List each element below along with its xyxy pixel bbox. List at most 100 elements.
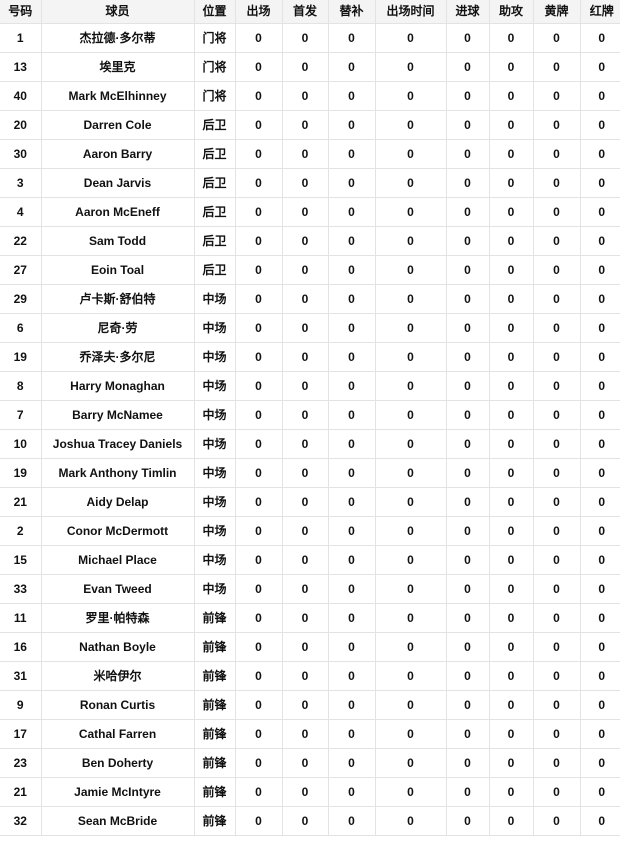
cell-player[interactable]: 尼奇·劳 xyxy=(41,313,195,343)
cell-player[interactable]: Dean Jarvis xyxy=(41,168,195,198)
cell-player[interactable]: 卢卡斯·舒伯特 xyxy=(41,284,195,314)
cell-player[interactable]: Michael Place xyxy=(41,545,195,575)
cell-apps: 0 xyxy=(235,197,283,227)
cell-player[interactable]: Cathal Farren xyxy=(41,719,195,749)
cell-position: 后卫 xyxy=(194,255,236,285)
table-row[interactable]: 20 Darren Cole 后卫 0 0 0 0 0 0 0 0 xyxy=(0,110,620,140)
cell-assists: 0 xyxy=(489,429,534,459)
cell-position: 中场 xyxy=(194,574,236,604)
table-row[interactable]: 3 Dean Jarvis 后卫 0 0 0 0 0 0 0 0 xyxy=(0,168,620,198)
column-header-subs[interactable]: 替补 xyxy=(328,0,376,24)
cell-player[interactable]: Conor McDermott xyxy=(41,516,195,546)
cell-apps: 0 xyxy=(235,719,283,749)
cell-position: 前锋 xyxy=(194,690,236,720)
cell-player[interactable]: Barry McNamee xyxy=(41,400,195,430)
cell-player[interactable]: Jamie McIntyre xyxy=(41,777,195,807)
cell-yellow: 0 xyxy=(533,806,581,836)
cell-player[interactable]: Ben Doherty xyxy=(41,748,195,778)
table-row[interactable]: 30 Aaron Barry 后卫 0 0 0 0 0 0 0 0 xyxy=(0,139,620,169)
table-row[interactable]: 1 杰拉德·多尔蒂 门将 0 0 0 0 0 0 0 0 xyxy=(0,23,620,53)
cell-apps: 0 xyxy=(235,806,283,836)
table-row[interactable]: 32 Sean McBride 前锋 0 0 0 0 0 0 0 0 xyxy=(0,806,620,836)
cell-minutes: 0 xyxy=(375,168,447,198)
cell-apps: 0 xyxy=(235,748,283,778)
cell-player[interactable]: Eoin Toal xyxy=(41,255,195,285)
cell-player[interactable]: Aaron Barry xyxy=(41,139,195,169)
cell-subs: 0 xyxy=(328,255,376,285)
cell-player[interactable]: 杰拉德·多尔蒂 xyxy=(41,23,195,53)
column-header-yellow[interactable]: 黄牌 xyxy=(533,0,581,24)
cell-assists: 0 xyxy=(489,719,534,749)
cell-number: 21 xyxy=(0,777,42,807)
cell-player[interactable]: Sam Todd xyxy=(41,226,195,256)
cell-position: 门将 xyxy=(194,81,236,111)
table-row[interactable]: 21 Jamie McIntyre 前锋 0 0 0 0 0 0 0 0 xyxy=(0,777,620,807)
cell-subs: 0 xyxy=(328,690,376,720)
cell-number: 7 xyxy=(0,400,42,430)
column-header-red[interactable]: 红牌 xyxy=(580,0,620,24)
table-row[interactable]: 4 Aaron McEneff 后卫 0 0 0 0 0 0 0 0 xyxy=(0,197,620,227)
table-row[interactable]: 16 Nathan Boyle 前锋 0 0 0 0 0 0 0 0 xyxy=(0,632,620,662)
cell-yellow: 0 xyxy=(533,313,581,343)
cell-minutes: 0 xyxy=(375,458,447,488)
table-row[interactable]: 22 Sam Todd 后卫 0 0 0 0 0 0 0 0 xyxy=(0,226,620,256)
table-row[interactable]: 10 Joshua Tracey Daniels 中场 0 0 0 0 0 0 0 0 xyxy=(0,429,620,459)
table-row[interactable]: 40 Mark McElhinney 门将 0 0 0 0 0 0 0 0 xyxy=(0,81,620,111)
table-row[interactable]: 8 Harry Monaghan 中场 0 0 0 0 0 0 0 0 xyxy=(0,371,620,401)
cell-yellow: 0 xyxy=(533,429,581,459)
column-header-number[interactable]: 号码 xyxy=(0,0,42,24)
cell-player[interactable]: Evan Tweed xyxy=(41,574,195,604)
cell-red: 0 xyxy=(580,313,620,343)
cell-minutes: 0 xyxy=(375,545,447,575)
cell-player[interactable]: Sean McBride xyxy=(41,806,195,836)
cell-assists: 0 xyxy=(489,139,534,169)
table-row[interactable]: 27 Eoin Toal 后卫 0 0 0 0 0 0 0 0 xyxy=(0,255,620,285)
column-header-assists[interactable]: 助攻 xyxy=(489,0,534,24)
table-row[interactable]: 33 Evan Tweed 中场 0 0 0 0 0 0 0 0 xyxy=(0,574,620,604)
cell-assists: 0 xyxy=(489,748,534,778)
cell-number: 33 xyxy=(0,574,42,604)
cell-player[interactable]: Aaron McEneff xyxy=(41,197,195,227)
cell-player[interactable]: Darren Cole xyxy=(41,110,195,140)
table-row[interactable]: 29 卢卡斯·舒伯特 中场 0 0 0 0 0 0 0 0 xyxy=(0,284,620,314)
table-row[interactable]: 21 Aidy Delap 中场 0 0 0 0 0 0 0 0 xyxy=(0,487,620,517)
cell-player[interactable]: 米哈伊尔 xyxy=(41,661,195,691)
cell-player[interactable]: Mark Anthony Timlin xyxy=(41,458,195,488)
table-row[interactable]: 11 罗里·帕特森 前锋 0 0 0 0 0 0 0 0 xyxy=(0,603,620,633)
table-row[interactable]: 31 米哈伊尔 前锋 0 0 0 0 0 0 0 0 xyxy=(0,661,620,691)
table-row[interactable]: 19 乔泽夫·多尔尼 中场 0 0 0 0 0 0 0 0 xyxy=(0,342,620,372)
cell-player[interactable]: Nathan Boyle xyxy=(41,632,195,662)
cell-player[interactable]: Harry Monaghan xyxy=(41,371,195,401)
table-row[interactable]: 7 Barry McNamee 中场 0 0 0 0 0 0 0 0 xyxy=(0,400,620,430)
table-row[interactable]: 23 Ben Doherty 前锋 0 0 0 0 0 0 0 0 xyxy=(0,748,620,778)
cell-player[interactable]: 乔泽夫·多尔尼 xyxy=(41,342,195,372)
cell-minutes: 0 xyxy=(375,632,447,662)
table-row[interactable]: 9 Ronan Curtis 前锋 0 0 0 0 0 0 0 0 xyxy=(0,690,620,720)
column-header-player[interactable]: 球员 xyxy=(41,0,195,24)
cell-apps: 0 xyxy=(235,603,283,633)
cell-player[interactable]: 罗里·帕特森 xyxy=(41,603,195,633)
cell-player[interactable]: Ronan Curtis xyxy=(41,690,195,720)
column-header-apps[interactable]: 出场 xyxy=(235,0,283,24)
table-row[interactable]: 6 尼奇·劳 中场 0 0 0 0 0 0 0 0 xyxy=(0,313,620,343)
cell-subs: 0 xyxy=(328,168,376,198)
table-row[interactable]: 2 Conor McDermott 中场 0 0 0 0 0 0 0 0 xyxy=(0,516,620,546)
cell-minutes: 0 xyxy=(375,81,447,111)
cell-apps: 0 xyxy=(235,81,283,111)
column-header-minutes[interactable]: 出场时间 xyxy=(375,0,447,24)
table-row[interactable]: 19 Mark Anthony Timlin 中场 0 0 0 0 0 0 0 0 xyxy=(0,458,620,488)
column-header-starts[interactable]: 首发 xyxy=(282,0,329,24)
table-row[interactable]: 17 Cathal Farren 前锋 0 0 0 0 0 0 0 0 xyxy=(0,719,620,749)
cell-player[interactable]: Aidy Delap xyxy=(41,487,195,517)
cell-player[interactable]: Mark McElhinney xyxy=(41,81,195,111)
cell-player[interactable]: 埃里克 xyxy=(41,52,195,82)
cell-number: 1 xyxy=(0,23,42,53)
column-header-position[interactable]: 位置 xyxy=(194,0,236,24)
cell-goals: 0 xyxy=(446,371,490,401)
table-row[interactable]: 13 埃里克 门将 0 0 0 0 0 0 0 0 xyxy=(0,52,620,82)
cell-player[interactable]: Joshua Tracey Daniels xyxy=(41,429,195,459)
cell-starts: 0 xyxy=(282,603,329,633)
cell-position: 后卫 xyxy=(194,168,236,198)
table-row[interactable]: 15 Michael Place 中场 0 0 0 0 0 0 0 0 xyxy=(0,545,620,575)
column-header-goals[interactable]: 进球 xyxy=(446,0,490,24)
